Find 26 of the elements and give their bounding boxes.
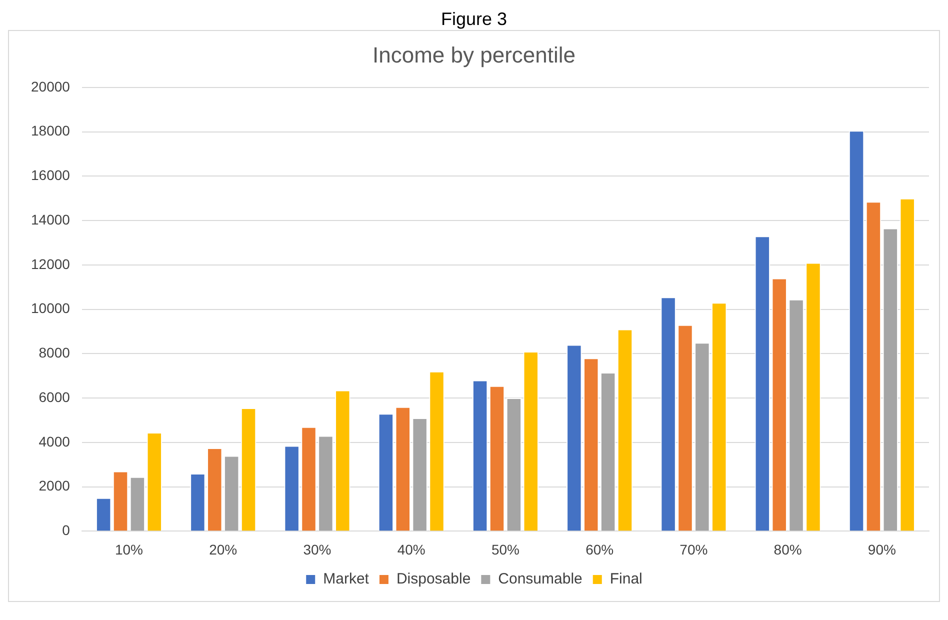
y-tick-label: 6000 bbox=[38, 388, 70, 405]
y-tick-label: 2000 bbox=[38, 478, 70, 494]
y-tick-label: 20000 bbox=[30, 78, 70, 94]
x-tick-label: 30% bbox=[303, 541, 332, 558]
x-tick-label: 50% bbox=[491, 541, 520, 558]
legend-label: Final bbox=[610, 570, 642, 588]
y-tick-label: 18000 bbox=[30, 122, 70, 139]
x-tick-label: 10% bbox=[114, 541, 144, 558]
x-tick-label: 80% bbox=[774, 541, 802, 558]
x-tick-label: 40% bbox=[397, 541, 426, 558]
legend-label: Disposable bbox=[396, 570, 471, 588]
legend-label: Consumable bbox=[498, 570, 582, 588]
y-tick-label: 16000 bbox=[30, 167, 70, 184]
legend-label: Market bbox=[323, 570, 370, 588]
y-tick-label: 4000 bbox=[38, 433, 70, 450]
y-tick-label: 12000 bbox=[30, 256, 70, 272]
caption: Figure 3 bbox=[440, 8, 508, 30]
chart-title: Income by percentile bbox=[372, 42, 576, 68]
x-tick-label: 70% bbox=[680, 541, 708, 558]
y-tick-label: 8000 bbox=[38, 344, 70, 361]
x-tick-label: 90% bbox=[868, 541, 896, 558]
x-tick-label: 60% bbox=[586, 541, 614, 558]
y-tick-label: 0 bbox=[62, 522, 70, 538]
y-tick-label: 14000 bbox=[30, 211, 70, 228]
x-tick-label: 20% bbox=[209, 541, 238, 558]
y-tick-label: 10000 bbox=[30, 300, 70, 316]
